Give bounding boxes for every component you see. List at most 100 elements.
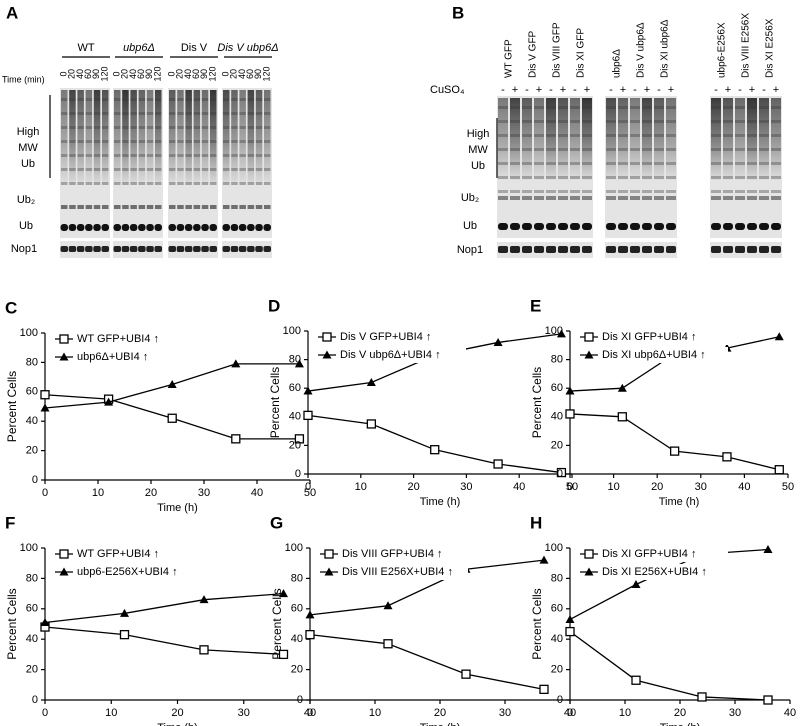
legend-bg (53, 349, 203, 365)
blot-band (130, 126, 137, 129)
ub-band (723, 223, 733, 230)
ub-band (522, 223, 532, 230)
ub-band (630, 223, 640, 230)
blot-band (498, 148, 508, 151)
y-tick-label: 60 (551, 382, 563, 394)
blot-band (558, 176, 568, 179)
blot-band (102, 98, 109, 101)
blot-smear (122, 90, 129, 185)
blot-band (185, 98, 192, 101)
legend-label: Dis XI ubp6Δ+UBI4 ↑ (602, 349, 706, 361)
point (774, 465, 784, 475)
time-tick: 90 (91, 69, 101, 79)
blot-band (759, 148, 769, 151)
ub-band (129, 224, 138, 231)
time-tick: 90 (144, 69, 154, 79)
nop1-band (654, 246, 664, 253)
y-tick-label: 100 (20, 327, 38, 339)
blot-smear (546, 98, 556, 180)
blot-band (130, 154, 137, 157)
blot-band (122, 112, 129, 115)
blot-smear (155, 90, 162, 185)
blot-band (534, 162, 544, 165)
blot-band (723, 134, 733, 137)
lane-label: Dis XI E256X (765, 18, 776, 78)
blot-band (654, 176, 664, 179)
point (617, 383, 627, 392)
blot-band (711, 134, 721, 137)
blot-band (666, 134, 676, 137)
blot-band (177, 182, 184, 185)
ub2-band (522, 196, 532, 200)
nop1-band (201, 246, 209, 252)
blot-band (146, 182, 154, 185)
blot-band (522, 176, 532, 179)
blot-band (582, 106, 592, 109)
point (120, 608, 129, 617)
blot-band (654, 134, 664, 137)
ub-band (230, 224, 239, 231)
ub-band (85, 224, 93, 231)
blot-band (522, 106, 532, 109)
lane-label: Dis V GFP (528, 30, 539, 78)
blot-band (546, 134, 556, 137)
ub2-band (570, 196, 580, 200)
legend-label: Dis V GFP+UBI4 ↑ (340, 331, 431, 343)
time-tick: 20 (67, 69, 77, 79)
blot-band (498, 162, 508, 165)
legend-bg (53, 331, 203, 347)
nop1-band (238, 246, 247, 252)
panel-letter: A (6, 3, 18, 22)
point (303, 386, 313, 395)
blot-band (130, 140, 137, 143)
y-tick-label: 20 (289, 439, 301, 451)
blot-background (168, 241, 218, 258)
nop1-band (209, 246, 217, 252)
blot-band (177, 126, 184, 129)
nop1-band (263, 246, 271, 252)
blot-band (546, 190, 556, 193)
point (493, 459, 503, 469)
y-axis-label: Percent Cells (268, 367, 282, 438)
point (539, 555, 549, 564)
legend-marker (584, 332, 594, 342)
nop1-band (534, 246, 544, 253)
blot-band (606, 176, 616, 179)
blot-band (146, 98, 154, 101)
blot-band (93, 182, 101, 185)
blot-band (155, 168, 162, 171)
blot-band (534, 120, 544, 123)
blot-band (735, 162, 745, 165)
y-tick-label: 80 (551, 354, 563, 366)
lane-label: Dis VIII E256X (741, 13, 752, 78)
blot-band (61, 112, 68, 115)
y-tick-label: 100 (20, 542, 38, 554)
blot-smear (642, 98, 652, 180)
point (430, 445, 440, 455)
blot-band (138, 126, 146, 129)
nop1-band (193, 246, 201, 252)
point (774, 332, 784, 341)
blot-smear (114, 90, 121, 185)
y-tick-label: 40 (26, 633, 38, 645)
blot-band (606, 148, 616, 151)
blot-band (102, 182, 109, 185)
blot-band (114, 126, 121, 129)
blot-band (69, 140, 76, 143)
ub-band (534, 223, 544, 230)
legend-bg (316, 347, 466, 363)
time-tick: 0 (166, 71, 176, 76)
legend-marker (584, 549, 594, 559)
legend-marker (324, 567, 334, 576)
blot-band (61, 154, 68, 157)
blot-band (723, 148, 733, 151)
point (461, 669, 471, 679)
point (539, 684, 549, 695)
blot-band (711, 120, 721, 123)
blot-band (546, 176, 556, 179)
blot-band (239, 182, 246, 185)
ub2-band (582, 196, 592, 200)
blot-smear (177, 90, 184, 185)
group-label: ubp6Δ (123, 42, 155, 54)
blot-band (201, 154, 209, 157)
